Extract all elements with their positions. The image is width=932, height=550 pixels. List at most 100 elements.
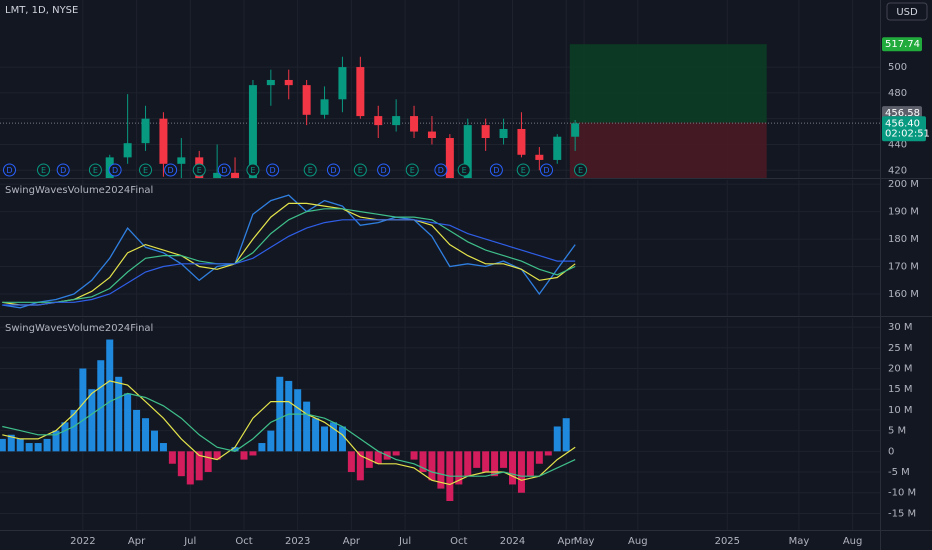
event-label: D (221, 166, 227, 175)
event-label: D (270, 166, 276, 175)
volume-bar (204, 451, 212, 473)
event-marker (457, 163, 471, 177)
x-tick-label: 2024 (500, 536, 525, 547)
volume-bar (258, 443, 266, 452)
volume-bar (133, 409, 141, 452)
x-tick-label: 2025 (715, 536, 740, 547)
volume-bar (43, 438, 51, 452)
event-marker (139, 163, 153, 177)
volume-bar (544, 451, 552, 456)
currency-button[interactable] (886, 2, 928, 21)
volume-bar (491, 451, 499, 477)
volume-bar (437, 451, 445, 489)
event-label: E (250, 166, 255, 175)
volume-bar (312, 418, 320, 452)
volume-bar (16, 438, 24, 452)
y-tick-label: 20 M (888, 364, 913, 375)
volume-bar (482, 451, 490, 473)
volume-bar (61, 422, 69, 452)
event-marker (246, 163, 260, 177)
event-marker (88, 163, 102, 177)
x-tick-label: May (789, 536, 810, 547)
volume-bar (249, 451, 257, 456)
y-tick-label: 25 M (888, 343, 913, 354)
volume-bar (106, 339, 114, 452)
volume-bar (7, 434, 15, 452)
candle-body (374, 116, 383, 126)
candle-body (248, 85, 257, 178)
volume-bar (142, 418, 150, 452)
volume-bar (329, 422, 337, 452)
candle-body (427, 131, 436, 139)
candle-body (553, 136, 562, 160)
event-marker (303, 163, 317, 177)
volume-bar (464, 451, 472, 477)
event-marker (192, 163, 206, 177)
event-label: E (410, 166, 415, 175)
event-marker (405, 163, 419, 177)
volume-bar (473, 451, 481, 468)
volume-bar (88, 389, 96, 452)
volume-bar (231, 447, 239, 452)
event-label: D (112, 166, 118, 175)
last-price-box (882, 116, 926, 142)
volume-bar (428, 451, 436, 481)
event-marker (164, 163, 178, 177)
candle-body (392, 116, 401, 126)
event-label: E (462, 166, 467, 175)
volume-bar (392, 451, 400, 456)
candle-body (302, 85, 311, 115)
y-tick-label: 5 M (888, 426, 906, 437)
x-tick-label: Apr (128, 536, 146, 547)
volume-bar (79, 368, 87, 452)
volume-bar (150, 430, 158, 452)
volume-bar (115, 376, 123, 452)
volume-bar (34, 443, 42, 452)
volume-bar (97, 360, 105, 452)
event-label: D (543, 166, 549, 175)
volume-bar (213, 451, 221, 460)
candle-body (231, 172, 240, 178)
event-label: D (381, 166, 387, 175)
volume-bar (410, 451, 418, 460)
x-tick-label: Jul (398, 536, 411, 547)
x-tick-label: Aug (843, 536, 863, 547)
candle-body (213, 172, 222, 178)
event-label: E (358, 166, 363, 175)
indicator-line (2, 202, 576, 306)
event-label: D (168, 166, 174, 175)
volume-bar (303, 401, 311, 452)
indicator-line (2, 219, 576, 306)
event-marker (2, 163, 16, 177)
volume-pane (0, 318, 880, 530)
volume-bar (455, 451, 463, 485)
event-label: D (330, 166, 336, 175)
candle-body (410, 116, 419, 132)
candle-body (571, 123, 580, 137)
x-tick-label: Apr (558, 536, 576, 547)
event-marker (326, 163, 340, 177)
volume-bar (195, 451, 203, 481)
volume-bar (186, 451, 194, 485)
candle-body (284, 79, 293, 86)
volume-bar (356, 451, 364, 481)
y-tick-label: -5 M (888, 467, 910, 478)
y-tick-label: 10 M (888, 405, 913, 416)
y-tick-label: 170 M (888, 262, 919, 273)
x-tick-label: Aug (628, 536, 648, 547)
volume-bar (124, 393, 132, 452)
volume-bar (419, 451, 427, 473)
volume-bar (159, 443, 167, 452)
event-marker (434, 163, 448, 177)
event-marker (56, 163, 70, 177)
event-marker (266, 163, 280, 177)
volume-bar (338, 426, 346, 452)
volume-bar (535, 451, 543, 464)
currency-label[interactable]: USD (896, 7, 918, 18)
x-tick-label: 2023 (285, 536, 310, 547)
candle-body (123, 143, 132, 158)
event-marker (36, 163, 50, 177)
prev-close-label: 456.58 (885, 108, 920, 119)
